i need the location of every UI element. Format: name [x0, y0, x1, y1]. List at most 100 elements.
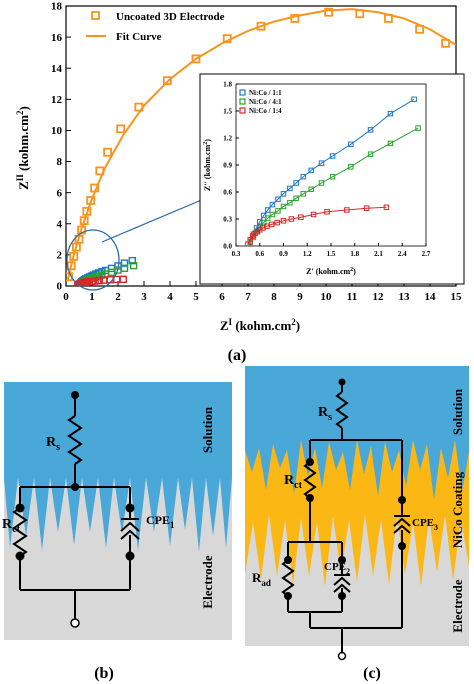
inset-plot: 0.3 0.6 0.9 1.2 1.5 1.8 2.1 2.4 2.7 0.00.30.60.9…	[199, 73, 465, 285]
x-tick-label: 0	[63, 291, 69, 303]
legend-marker-uncoated	[91, 11, 100, 20]
circuit-nodes-c	[284, 378, 406, 600]
data-point-main-ni-co-1-1	[120, 259, 129, 267]
inset-legend-label-11: Ni:Co / 1:1	[249, 89, 282, 97]
data-point-uncoated-3d-electrode	[116, 124, 125, 134]
data-point-ni-co-4-1	[269, 211, 276, 218]
data-point-ni-co-1-1	[308, 167, 314, 174]
x-tick-label: 3	[141, 291, 147, 303]
x-tick-label: 2.7	[422, 250, 431, 258]
data-point-ni-co-1-1	[367, 127, 374, 133]
x-tick-label: 8	[271, 291, 277, 303]
y-tick-label: 10	[51, 125, 63, 137]
label-cpe2-c: CPE2	[324, 561, 350, 576]
data-point-ni-co-1-4	[280, 218, 287, 224]
y-tick-label: 0.0	[223, 242, 232, 250]
data-point-ni-co-1-1	[329, 153, 336, 159]
data-point-uncoated-3d-electrode	[441, 38, 451, 48]
data-point-ni-co-1-4	[344, 207, 350, 213]
x-tick-label: 0.9	[279, 250, 288, 258]
inset-legend-label-14: Ni:Co / 1:4	[249, 107, 282, 115]
data-point-ni-co-1-1	[280, 191, 287, 197]
data-point-ni-co-1-4	[288, 216, 295, 222]
y-tick-label: 0.3	[223, 215, 232, 223]
y-tick-label: 16	[51, 32, 63, 44]
solution-region-b	[4, 382, 232, 552]
data-point-ni-co-4-1	[308, 186, 314, 193]
inset-x-axis-label: Z' (kohm.cm2)	[306, 267, 356, 276]
label-cpe1-b: CPE1	[146, 513, 175, 530]
data-point-ni-co-4-1	[329, 173, 336, 180]
data-point-ni-co-4-1	[275, 208, 281, 214]
inset-y-ticks: 0.0 0.3 0.6 0.9 1.2 1.5 1.8	[223, 80, 239, 250]
terminal-node-b	[70, 618, 80, 628]
circuit-wires-b	[12, 395, 140, 619]
data-point-ni-co-1-1	[264, 207, 271, 213]
inset-legend: Ni:Co / 1:1 Ni:Co / 4:1 Ni:Co / 1:4	[239, 89, 282, 115]
data-point-ni-co-1-1	[348, 141, 354, 148]
main-x-axis-label: ZI (kohm.cm2)	[220, 317, 300, 333]
data-point-ni-co-4-1	[300, 191, 307, 197]
x-tick-label: 4	[167, 291, 173, 303]
y-tick-label: 1.5	[223, 107, 232, 115]
legend-label-uncoated: Uncoated 3D Electrode	[116, 11, 225, 23]
y-tick-label: 0.9	[223, 161, 232, 169]
x-tick-label: 14	[425, 291, 437, 303]
x-tick-label: 2.4	[398, 250, 407, 258]
main-y-ticks: 0 2 4 6 8 10 12 14 16 18	[51, 1, 71, 293]
x-tick-label: 1.5	[327, 250, 336, 258]
x-tick-label: 2.1	[374, 250, 383, 258]
data-point-main-ni-co-4-1	[107, 268, 116, 277]
panel-label-a: (a)	[228, 347, 247, 364]
inset-legend-label-41: Ni:Co / 4:1	[249, 98, 282, 106]
panel-label-b: (b)	[94, 665, 114, 682]
x-tick-label: 7	[245, 291, 251, 303]
label-cpe3-c: CPE3	[412, 517, 438, 532]
data-point-ni-co-1-4	[383, 204, 390, 211]
y-tick-label: 18	[51, 1, 63, 13]
x-tick-label: 15	[451, 291, 463, 303]
data-point-ni-co-4-1	[348, 164, 354, 170]
y-tick-label: 0	[57, 281, 63, 293]
inset-y-axis-label: Z'' (kohm.cm2)	[203, 139, 212, 191]
data-point-ni-co-4-1	[264, 215, 271, 221]
series-line-fit-curve	[66, 8, 456, 282]
data-point-ni-co-1-4	[324, 209, 330, 215]
electrode-label-b: Electrode	[200, 555, 215, 608]
x-tick-label: 1	[89, 291, 95, 303]
coating-label-c: NiCo Coating	[450, 471, 465, 548]
data-point-ni-co-1-4	[363, 205, 370, 211]
solution-label-b: Solution	[200, 406, 215, 453]
series-fit-line-ni-co-1-1	[249, 98, 415, 242]
x-tick-label: 12	[373, 291, 385, 303]
data-point-main-ni-co-1-4	[119, 275, 127, 284]
data-point-ni-co-4-1	[260, 219, 267, 226]
data-point-main-ni-co-4-1	[129, 261, 138, 270]
data-point-ni-co-1-4	[298, 214, 304, 220]
solution-label-c: Solution	[450, 388, 465, 435]
data-point-ni-co-1-1	[257, 218, 263, 225]
data-point-ni-co-1-1	[318, 160, 325, 166]
x-tick-label: 5	[193, 291, 199, 303]
y-tick-label: 12	[51, 94, 63, 106]
solution-region-c	[245, 366, 469, 500]
x-tick-label: 6	[219, 291, 225, 303]
data-point-ni-co-4-1	[367, 151, 374, 157]
data-point-ni-co-1-1	[300, 173, 307, 180]
data-point-uncoated-3d-electrode	[79, 216, 89, 226]
data-point-uncoated-3d-electrode	[162, 76, 172, 86]
x-tick-label: 0.6	[255, 250, 264, 258]
legend-label-fit: Fit Curve	[116, 31, 162, 43]
label-rs-c: Rs	[318, 405, 332, 423]
label-rct-c: Rct	[284, 473, 303, 491]
y-tick-label: 8	[57, 156, 63, 168]
x-tick-label: 10	[321, 291, 333, 303]
x-tick-label: 9	[297, 291, 303, 303]
data-point-ni-co-4-1	[280, 203, 287, 210]
y-tick-label: 0.6	[223, 188, 232, 196]
label-rct-b: Rct	[2, 517, 21, 535]
data-point-ni-co-1-4	[274, 219, 280, 226]
inset-legend-marker-14	[239, 107, 246, 114]
data-point-ni-co-1-1	[387, 110, 394, 117]
y-tick-label: 1.2	[223, 134, 232, 142]
